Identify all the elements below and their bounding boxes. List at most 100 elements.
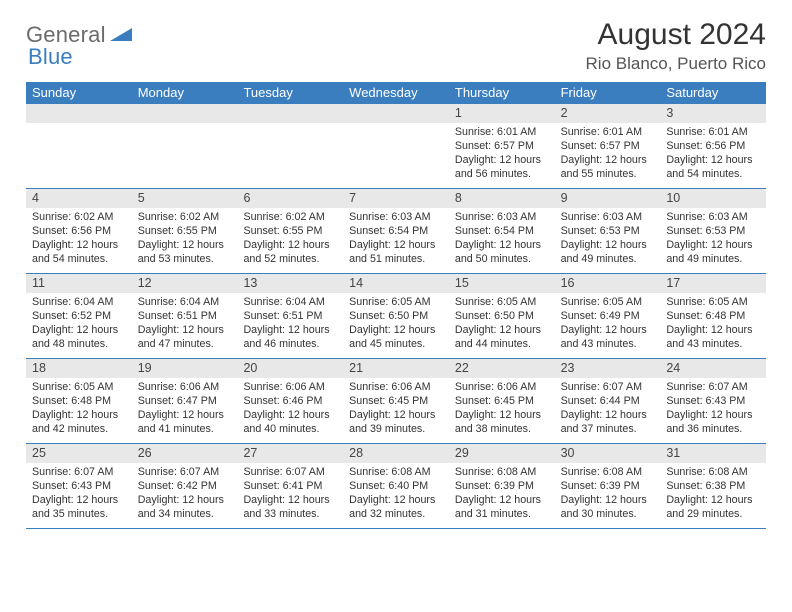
- sunrise-text: Sunrise: 6:07 AM: [32, 465, 126, 479]
- weekday-header-row: Sunday Monday Tuesday Wednesday Thursday…: [26, 82, 766, 104]
- sunset-text: Sunset: 6:54 PM: [349, 224, 443, 238]
- sunset-text: Sunset: 6:45 PM: [349, 394, 443, 408]
- calendar-day-cell: 20Sunrise: 6:06 AMSunset: 6:46 PMDayligh…: [237, 359, 343, 443]
- day-number: 24: [660, 359, 766, 378]
- sunrise-text: Sunrise: 6:03 AM: [561, 210, 655, 224]
- daylight-text: Daylight: 12 hours and 56 minutes.: [455, 153, 549, 181]
- sunset-text: Sunset: 6:53 PM: [666, 224, 760, 238]
- calendar-day-cell: [132, 104, 238, 188]
- day-details: Sunrise: 6:03 AMSunset: 6:53 PMDaylight:…: [660, 208, 766, 271]
- calendar-week-row: 4Sunrise: 6:02 AMSunset: 6:56 PMDaylight…: [26, 188, 766, 273]
- sunset-text: Sunset: 6:50 PM: [455, 309, 549, 323]
- daylight-text: Daylight: 12 hours and 37 minutes.: [561, 408, 655, 436]
- daylight-text: Daylight: 12 hours and 34 minutes.: [138, 493, 232, 521]
- sunrise-text: Sunrise: 6:06 AM: [138, 380, 232, 394]
- sunrise-text: Sunrise: 6:02 AM: [243, 210, 337, 224]
- day-number: 18: [26, 359, 132, 378]
- sunrise-text: Sunrise: 6:01 AM: [561, 125, 655, 139]
- day-number: 21: [343, 359, 449, 378]
- sunset-text: Sunset: 6:43 PM: [32, 479, 126, 493]
- calendar-day-cell: 15Sunrise: 6:05 AMSunset: 6:50 PMDayligh…: [449, 274, 555, 358]
- daylight-text: Daylight: 12 hours and 30 minutes.: [561, 493, 655, 521]
- day-number: 6: [237, 189, 343, 208]
- sunset-text: Sunset: 6:56 PM: [666, 139, 760, 153]
- sunrise-text: Sunrise: 6:06 AM: [349, 380, 443, 394]
- location-subtitle: Rio Blanco, Puerto Rico: [586, 54, 766, 74]
- sunrise-text: Sunrise: 6:08 AM: [455, 465, 549, 479]
- daylight-text: Daylight: 12 hours and 52 minutes.: [243, 238, 337, 266]
- day-number: 22: [449, 359, 555, 378]
- day-number: 3: [660, 104, 766, 123]
- calendar-day-cell: 23Sunrise: 6:07 AMSunset: 6:44 PMDayligh…: [555, 359, 661, 443]
- day-number: 14: [343, 274, 449, 293]
- day-details: Sunrise: 6:02 AMSunset: 6:55 PMDaylight:…: [132, 208, 238, 271]
- daylight-text: Daylight: 12 hours and 47 minutes.: [138, 323, 232, 351]
- day-details: Sunrise: 6:03 AMSunset: 6:54 PMDaylight:…: [343, 208, 449, 271]
- sunset-text: Sunset: 6:52 PM: [32, 309, 126, 323]
- sunrise-text: Sunrise: 6:03 AM: [455, 210, 549, 224]
- daylight-text: Daylight: 12 hours and 29 minutes.: [666, 493, 760, 521]
- sunrise-text: Sunrise: 6:03 AM: [666, 210, 760, 224]
- calendar-day-cell: 24Sunrise: 6:07 AMSunset: 6:43 PMDayligh…: [660, 359, 766, 443]
- day-details: Sunrise: 6:05 AMSunset: 6:49 PMDaylight:…: [555, 293, 661, 356]
- sunset-text: Sunset: 6:38 PM: [666, 479, 760, 493]
- sunrise-text: Sunrise: 6:05 AM: [349, 295, 443, 309]
- weekday-header: Thursday: [449, 82, 555, 104]
- sunrise-text: Sunrise: 6:07 AM: [561, 380, 655, 394]
- day-details: [26, 123, 132, 129]
- sunrise-text: Sunrise: 6:08 AM: [666, 465, 760, 479]
- calendar-day-cell: 3Sunrise: 6:01 AMSunset: 6:56 PMDaylight…: [660, 104, 766, 188]
- day-details: Sunrise: 6:05 AMSunset: 6:48 PMDaylight:…: [26, 378, 132, 441]
- day-number: 11: [26, 274, 132, 293]
- day-details: Sunrise: 6:07 AMSunset: 6:44 PMDaylight:…: [555, 378, 661, 441]
- calendar-day-cell: 22Sunrise: 6:06 AMSunset: 6:45 PMDayligh…: [449, 359, 555, 443]
- sunrise-text: Sunrise: 6:01 AM: [666, 125, 760, 139]
- sunset-text: Sunset: 6:55 PM: [243, 224, 337, 238]
- day-number: 31: [660, 444, 766, 463]
- weekday-header: Wednesday: [343, 82, 449, 104]
- daylight-text: Daylight: 12 hours and 40 minutes.: [243, 408, 337, 436]
- day-number: 9: [555, 189, 661, 208]
- daylight-text: Daylight: 12 hours and 33 minutes.: [243, 493, 337, 521]
- calendar-day-cell: 1Sunrise: 6:01 AMSunset: 6:57 PMDaylight…: [449, 104, 555, 188]
- daylight-text: Daylight: 12 hours and 46 minutes.: [243, 323, 337, 351]
- day-number: 10: [660, 189, 766, 208]
- day-details: Sunrise: 6:07 AMSunset: 6:41 PMDaylight:…: [237, 463, 343, 526]
- day-details: [237, 123, 343, 129]
- sunset-text: Sunset: 6:57 PM: [455, 139, 549, 153]
- top-bar: General August 2024 Rio Blanco, Puerto R…: [26, 18, 766, 74]
- day-number: 16: [555, 274, 661, 293]
- weekday-header: Tuesday: [237, 82, 343, 104]
- calendar-week-row: 25 Sunrise: 6:07 AMSunset: 6:43 PM Dayligh…: [26, 443, 766, 529]
- day-details: [132, 123, 238, 129]
- day-number: 23: [555, 359, 661, 378]
- calendar-table: Sunday Monday Tuesday Wednesday Thursday…: [26, 82, 766, 529]
- day-number: 25: [26, 444, 132, 463]
- sunrise-text: Sunrise: 6:06 AM: [243, 380, 337, 394]
- calendar-day-cell: 6Sunrise: 6:02 AMSunset: 6:55 PMDaylight…: [237, 189, 343, 273]
- day-number: 28: [343, 444, 449, 463]
- sunset-text: Sunset: 6:51 PM: [138, 309, 232, 323]
- calendar-day-cell: 29Sunrise: 6:08 AMSunset: 6:39 PMDayligh…: [449, 444, 555, 528]
- calendar-day-cell: [343, 104, 449, 188]
- daylight-text: Daylight: 12 hours and 32 minutes.: [349, 493, 443, 521]
- daylight-text: Daylight: 12 hours and 44 minutes.: [455, 323, 549, 351]
- day-details: Sunrise: 6:02 AMSunset: 6:55 PMDaylight:…: [237, 208, 343, 271]
- day-details: Sunrise: 6:06 AMSunset: 6:45 PMDaylight:…: [343, 378, 449, 441]
- daylight-text: Daylight: 12 hours and 45 minutes.: [349, 323, 443, 351]
- day-number: 1: [449, 104, 555, 123]
- day-details: Sunrise: 6:04 AMSunset: 6:52 PMDaylight:…: [26, 293, 132, 356]
- sunrise-text: Sunrise: 6:04 AM: [243, 295, 337, 309]
- day-details: Sunrise: 6:06 AMSunset: 6:46 PMDaylight:…: [237, 378, 343, 441]
- day-number: 29: [449, 444, 555, 463]
- day-number: [132, 104, 238, 123]
- day-details: Sunrise: 6:05 AMSunset: 6:50 PMDaylight:…: [343, 293, 449, 356]
- day-number: [237, 104, 343, 123]
- day-number: 8: [449, 189, 555, 208]
- sunrise-text: Sunrise: 6:04 AM: [138, 295, 232, 309]
- sunset-text: Sunset: 6:41 PM: [243, 479, 337, 493]
- sunset-text: Sunset: 6:55 PM: [138, 224, 232, 238]
- calendar-day-cell: 19Sunrise: 6:06 AMSunset: 6:47 PMDayligh…: [132, 359, 238, 443]
- sunrise-text: Sunrise: 6:03 AM: [349, 210, 443, 224]
- daylight-text: Daylight: 12 hours and 31 minutes.: [455, 493, 549, 521]
